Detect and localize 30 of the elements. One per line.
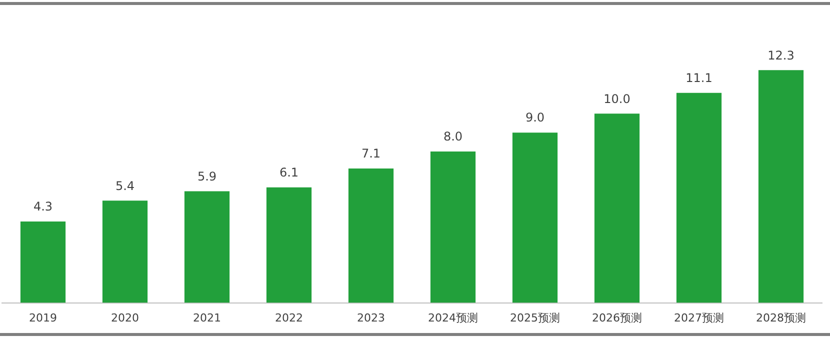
bar [676,92,722,303]
x-tick-label: 2020 [111,311,139,324]
bar [266,187,312,303]
data-label: 7.1 [361,146,381,161]
data-label: 6.1 [279,166,299,180]
bar [102,200,148,303]
x-tick-label: 2025预测 [510,311,560,324]
data-label: 5.4 [115,178,135,193]
x-tick-label: 2024预测 [428,311,478,324]
data-label: 12.3 [768,48,794,62]
x-tick-label: 2028预测 [756,311,806,324]
bar [20,221,66,303]
x-tick-label: 2027预测 [674,311,724,324]
data-label: 11.1 [686,70,712,85]
x-tick-label: 2022 [275,311,303,324]
data-label: 4.3 [33,200,53,214]
data-label: 9.0 [525,110,545,125]
bar [758,70,804,303]
bar [430,151,476,303]
bar [512,132,558,303]
bar [184,191,230,303]
x-tick-label: 2026预测 [592,311,642,324]
data-label: 10.0 [604,92,630,106]
x-tick-label: 2019 [29,311,57,324]
data-label: 8.0 [443,130,463,144]
bar [348,168,394,303]
bar [594,114,640,303]
x-tick-label: 2023 [357,311,385,324]
x-tick-label: 2021 [193,311,221,324]
data-label: 5.9 [197,169,217,184]
